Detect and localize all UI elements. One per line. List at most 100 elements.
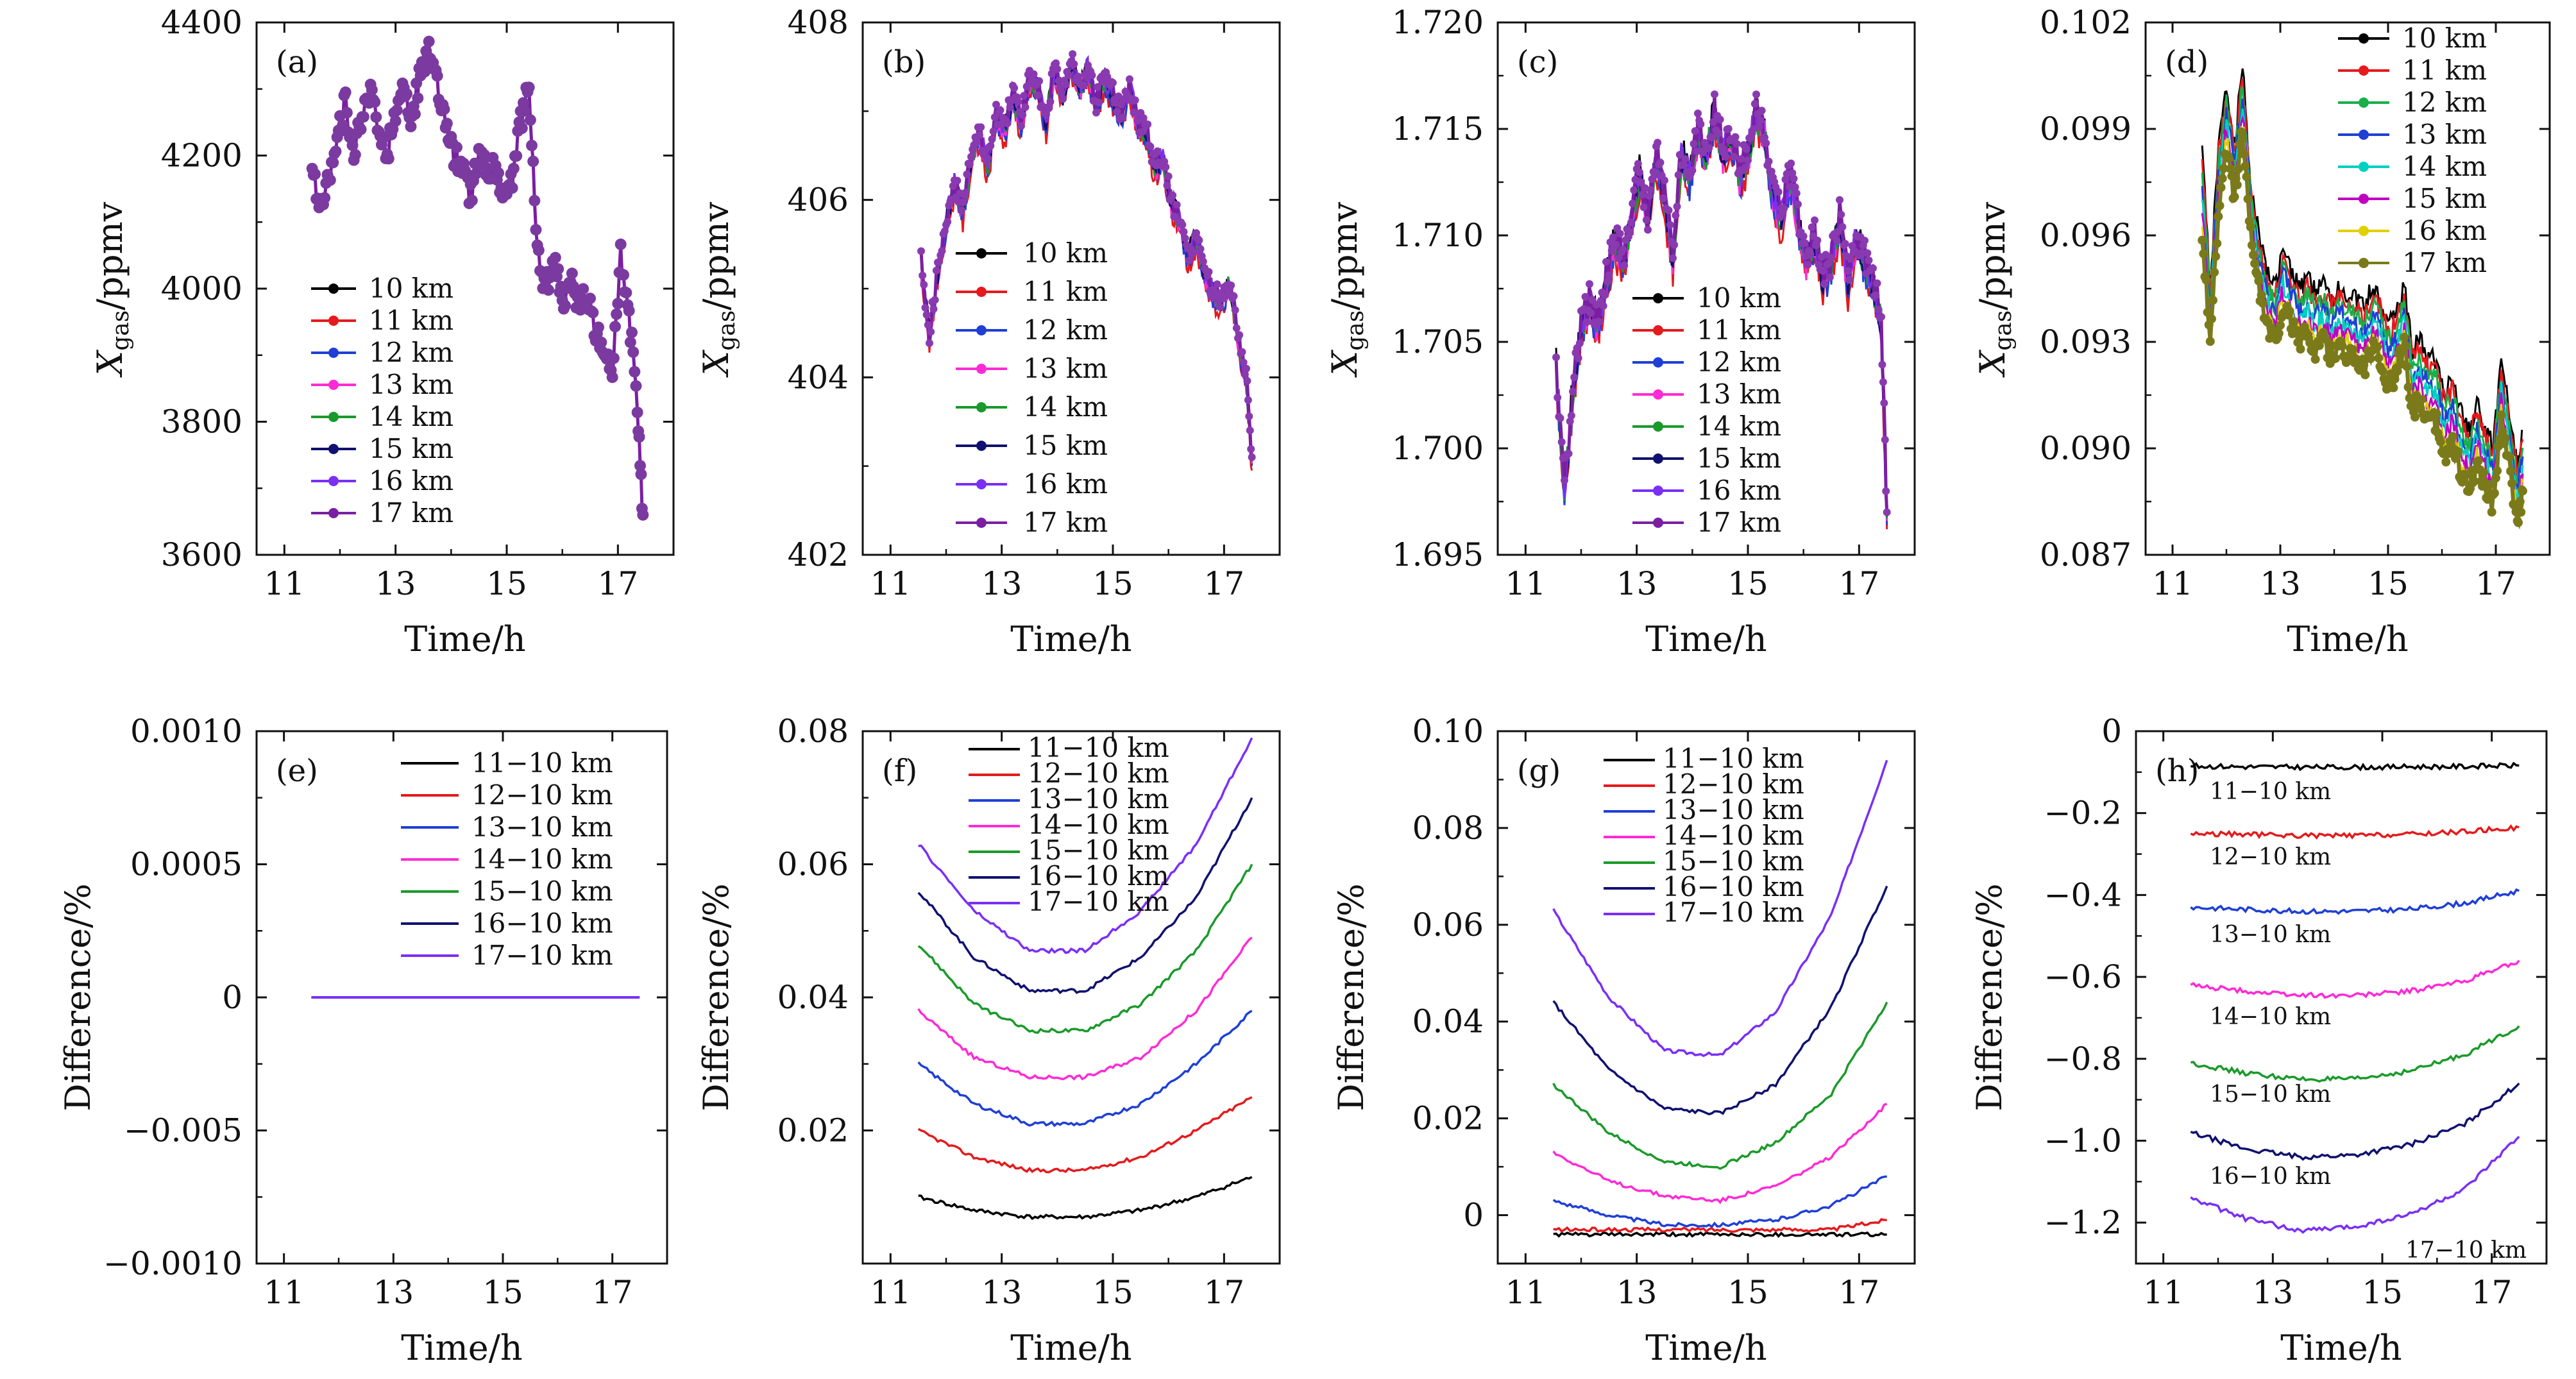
data-point: [630, 380, 642, 392]
data-point: [595, 336, 607, 348]
data-point: [1665, 206, 1673, 214]
legend-label: 14 km: [1697, 410, 1781, 442]
x-axis-label: Time/h: [404, 619, 525, 659]
data-point: [1199, 257, 1207, 266]
data-point: [1694, 109, 1702, 117]
data-point: [2360, 370, 2370, 380]
data-point: [2484, 480, 2494, 489]
legend-marker: [976, 518, 987, 528]
data-point: [1659, 194, 1667, 202]
data-point: [1245, 412, 1253, 421]
data-point: [992, 101, 1000, 109]
data-point: [1813, 236, 1822, 244]
y-tick-label: −0.4: [2044, 876, 2122, 913]
data-point: [1021, 103, 1030, 112]
data-point: [382, 153, 394, 165]
data-point: [977, 123, 985, 131]
data-point: [922, 310, 931, 319]
data-point: [1057, 89, 1065, 97]
data-point: [1847, 255, 1855, 263]
data-point: [1604, 277, 1612, 285]
data-point: [1609, 233, 1617, 242]
data-point: [1865, 256, 1873, 264]
legend-marker: [976, 325, 987, 335]
legend: 10 km 11 km 12 km 13 km 14 km 15 km 16 km 17 km: [953, 237, 1108, 538]
y-tick-label: −0.0010: [103, 1245, 242, 1282]
legend-marker: [1653, 421, 1663, 432]
y-tick-label: 0.090: [2040, 430, 2131, 467]
data-point: [2254, 276, 2264, 285]
data-point: [526, 139, 538, 151]
data-point: [1239, 359, 1248, 367]
data-point: [1059, 95, 1067, 103]
data-point: [366, 84, 378, 96]
data-point: [1666, 221, 1674, 229]
data-point: [2500, 434, 2510, 443]
data-point: [1162, 163, 1170, 171]
data-point: [2505, 452, 2514, 462]
data-point: [1737, 155, 1745, 164]
data-point: [1811, 216, 1818, 224]
data-point: [1153, 147, 1162, 155]
panel-d: 11 13 15 17 0.087 0.090 0.093 0.096 0.099 0.102 Ti…: [1972, 4, 2551, 659]
data-point: [2393, 366, 2402, 376]
data-point: [1612, 241, 1620, 249]
y-tick-label: 1.695: [1392, 536, 1484, 573]
legend-label: 14−10 km: [471, 843, 613, 875]
legend-marker: [328, 316, 339, 326]
data-point: [1189, 248, 1198, 256]
data-point: [330, 145, 342, 157]
data-point: [1792, 189, 1801, 198]
plot-frame: [1496, 730, 1916, 1265]
data-point: [609, 321, 621, 333]
data-point: [1554, 393, 1562, 402]
data-point: [1873, 279, 1881, 287]
data-point: [2373, 343, 2382, 352]
data-point: [1010, 84, 1019, 92]
data-point: [2496, 410, 2506, 419]
data-point: [2516, 507, 2526, 517]
legend-label: 17 km: [2402, 247, 2487, 278]
data-point: [1003, 119, 1012, 128]
data-point: [1780, 204, 1788, 212]
data-point: [919, 271, 927, 280]
series-inline-label: 11−10 km: [2210, 779, 2331, 805]
data-point: [957, 207, 965, 215]
data-point: [2337, 341, 2347, 351]
data-point: [519, 105, 531, 117]
data-point: [1872, 291, 1880, 300]
y-tick-label: 4000: [161, 270, 242, 307]
data-point: [1640, 203, 1648, 212]
data-point: [2233, 164, 2243, 174]
data-point: [1095, 98, 1103, 106]
data-point: [614, 238, 627, 250]
data-point: [2217, 174, 2227, 183]
x-tick-label: 11: [1505, 1274, 1546, 1311]
legend-marker: [1653, 389, 1663, 400]
data-point: [2448, 432, 2457, 441]
y-tick-label: 0.10: [1412, 713, 1484, 750]
y-tick-label: 0: [222, 979, 242, 1016]
legend-marker: [328, 476, 339, 486]
data-point: [1020, 92, 1028, 100]
data-point: [607, 352, 620, 364]
data-point: [1146, 142, 1155, 151]
panel-f: 11 13 15 17 0.02 0.04 0.06 0.08 Time/h Difference…: [696, 713, 1281, 1368]
data-point: [1882, 487, 1890, 495]
data-point: [2401, 341, 2411, 351]
x-tick-label: 15: [1092, 565, 1133, 602]
data-point: [631, 406, 643, 418]
series-line: [917, 936, 1253, 1081]
data-point: [2203, 307, 2212, 317]
data-point: [924, 321, 932, 329]
data-point: [1636, 168, 1643, 176]
data-point: [1722, 153, 1730, 161]
legend-label: 17−10 km: [1663, 897, 1804, 928]
data-point: [2491, 473, 2500, 483]
y-tick-label: −1.0: [2044, 1122, 2122, 1159]
data-point: [1119, 113, 1127, 121]
data-point: [1561, 476, 1568, 484]
data-point: [1691, 127, 1699, 135]
legend-label: 13 km: [1697, 378, 1781, 410]
data-point: [623, 305, 635, 317]
